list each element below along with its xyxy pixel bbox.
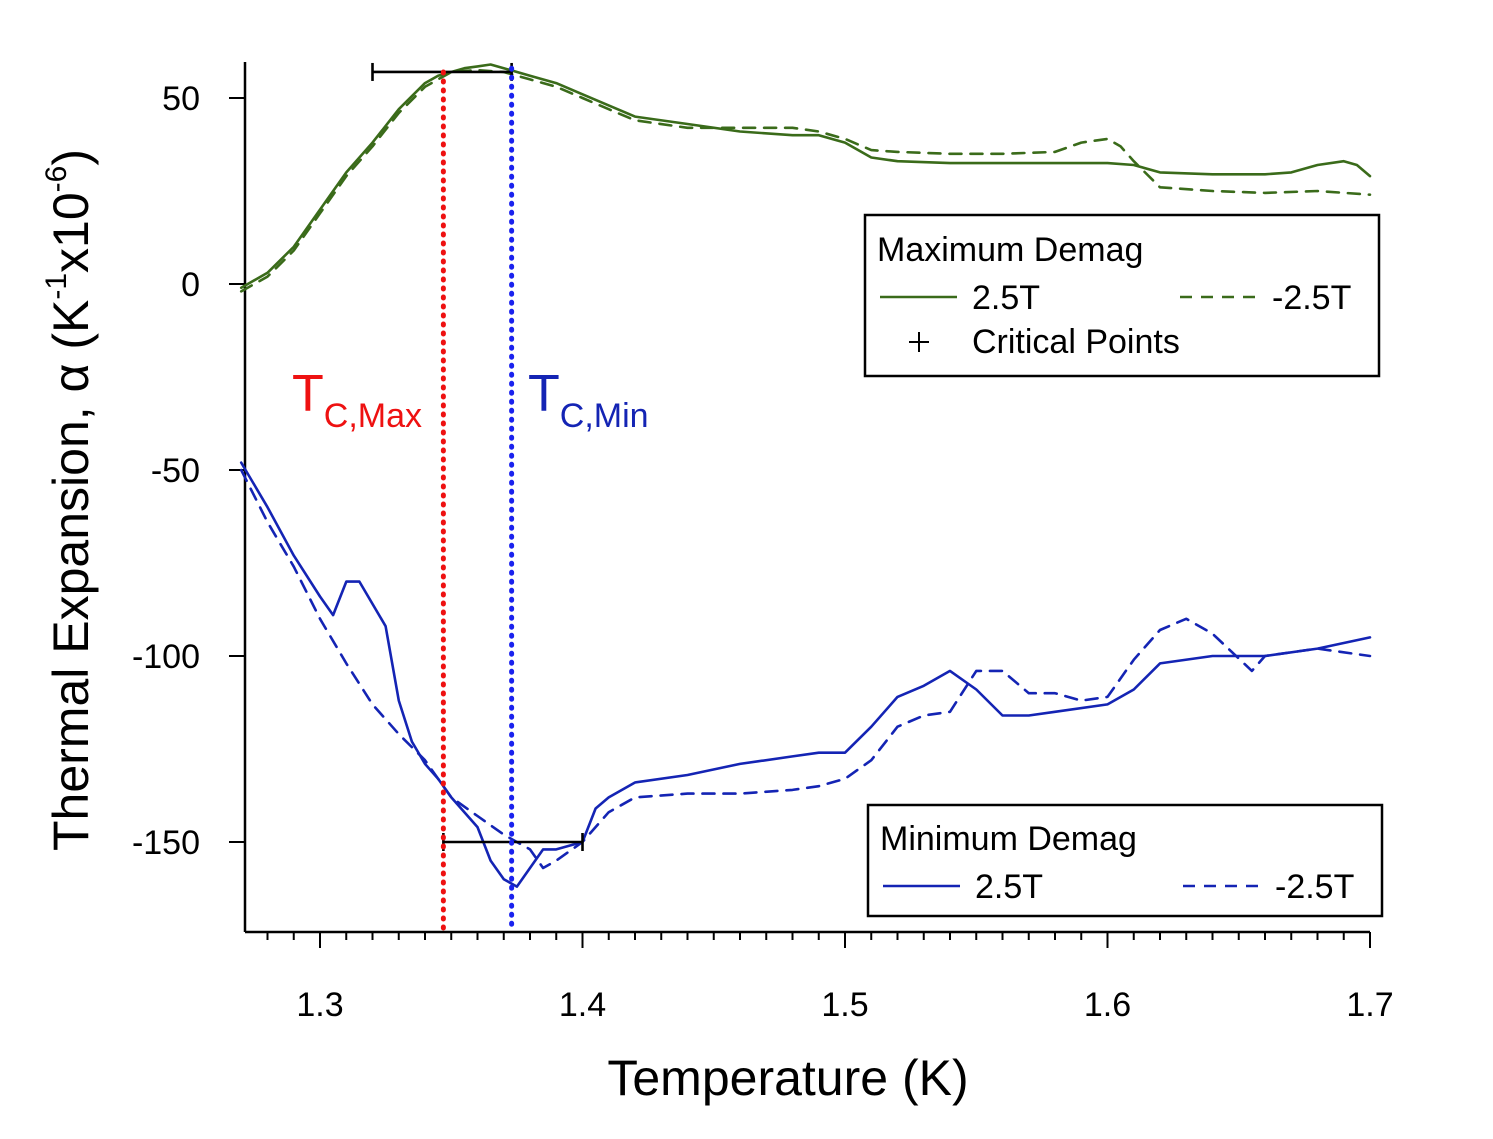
y-axis-title-symbol: α bbox=[43, 364, 99, 393]
tc-max-label-sub: C,Max bbox=[324, 397, 422, 435]
series-min-dashed bbox=[239, 468, 1372, 870]
legend-max: Maximum Demag 2.5T -2.5T Critical Points bbox=[863, 213, 1381, 378]
legend-critical-point-marker bbox=[909, 332, 929, 352]
y-axis-title-exp1: -1 bbox=[40, 273, 73, 300]
y-axis-title-close: ) bbox=[43, 149, 99, 166]
tc-min-label: TC,Min bbox=[528, 365, 649, 435]
y-ticks: 50 0 -50 -100 -150 bbox=[132, 80, 245, 862]
y-tick-label: -150 bbox=[132, 824, 200, 862]
series-max-solid bbox=[239, 63, 1372, 290]
legend-max-frame bbox=[863, 213, 1381, 378]
y-axis-title-main: Thermal Expansion, bbox=[43, 392, 99, 851]
critical-points-layer bbox=[371, 62, 584, 851]
y-tick-label: -100 bbox=[132, 638, 200, 676]
y-axis-title: Thermal Expansion, α (K-1x10-6) bbox=[40, 149, 99, 851]
tc-min-label-main: T bbox=[528, 365, 560, 423]
x-tick-label: 1.6 bbox=[1084, 986, 1131, 1024]
series-max-dashed bbox=[239, 68, 1372, 293]
y-tick-label: -50 bbox=[151, 452, 200, 490]
y-axis-title-open: (K bbox=[43, 300, 99, 364]
tc-max-label: TC,Max bbox=[292, 365, 422, 435]
x-axis-title: Temperature (K) bbox=[607, 1050, 968, 1106]
x-tick-label: 1.7 bbox=[1346, 986, 1393, 1024]
series-min-solid bbox=[239, 461, 1372, 888]
x-tick-label: 1.5 bbox=[821, 986, 868, 1024]
legend-max-entry-critical: Critical Points bbox=[972, 323, 1180, 361]
tc-min-label-sub: C,Min bbox=[560, 397, 649, 435]
y-tick-label: 50 bbox=[162, 80, 200, 118]
x-ticks: 1.3 1.4 1.5 1.6 1.7 bbox=[266, 932, 1394, 1024]
tc-lines-layer bbox=[440, 65, 515, 935]
legend-min-entry-dashed: -2.5T bbox=[1275, 868, 1354, 906]
legend-max-title: Maximum Demag bbox=[877, 231, 1143, 269]
legend-max-entry-dashed: -2.5T bbox=[1272, 279, 1351, 317]
x-tick-label: 1.3 bbox=[296, 986, 343, 1024]
legend-min-frame bbox=[866, 803, 1384, 918]
legend-min: Minimum Demag 2.5T -2.5T bbox=[866, 803, 1384, 918]
y-tick-label: 0 bbox=[181, 266, 200, 304]
x-tick-label: 1.4 bbox=[559, 986, 606, 1024]
y-axis-title-mid: x10 bbox=[43, 192, 99, 273]
legend-min-title: Minimum Demag bbox=[880, 820, 1137, 858]
legend-min-entry-solid: 2.5T bbox=[975, 868, 1043, 906]
series-layer bbox=[239, 63, 1372, 888]
tc-max-label-main: T bbox=[292, 365, 324, 423]
y-axis-title-exp2: -6 bbox=[40, 166, 73, 193]
axes bbox=[243, 62, 1370, 934]
legend-max-entry-solid: 2.5T bbox=[972, 279, 1040, 317]
